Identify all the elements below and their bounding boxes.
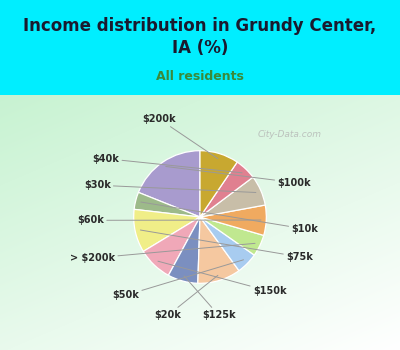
Wedge shape	[200, 205, 266, 236]
Wedge shape	[200, 217, 264, 255]
Wedge shape	[200, 162, 253, 217]
Wedge shape	[200, 151, 237, 217]
Text: $60k: $60k	[77, 215, 261, 225]
Text: $50k: $50k	[112, 260, 244, 300]
Wedge shape	[138, 151, 200, 217]
Text: $20k: $20k	[155, 275, 218, 320]
Wedge shape	[134, 193, 200, 217]
Wedge shape	[200, 217, 254, 271]
Text: All residents: All residents	[156, 70, 244, 83]
Text: $100k: $100k	[166, 167, 311, 188]
Text: $150k: $150k	[158, 261, 286, 296]
Text: City-Data.com: City-Data.com	[258, 130, 322, 139]
Text: $10k: $10k	[141, 202, 318, 234]
Text: > $200k: > $200k	[70, 243, 255, 263]
Wedge shape	[200, 177, 265, 217]
Wedge shape	[134, 209, 200, 251]
Text: $40k: $40k	[92, 154, 242, 173]
Wedge shape	[143, 217, 200, 275]
Text: Income distribution in Grundy Center,
IA (%): Income distribution in Grundy Center, IA…	[23, 17, 377, 57]
Wedge shape	[198, 217, 239, 283]
Text: $125k: $125k	[184, 276, 235, 320]
Wedge shape	[168, 217, 200, 283]
Text: $200k: $200k	[142, 114, 218, 159]
Text: $30k: $30k	[84, 180, 256, 192]
Text: $75k: $75k	[140, 230, 313, 262]
